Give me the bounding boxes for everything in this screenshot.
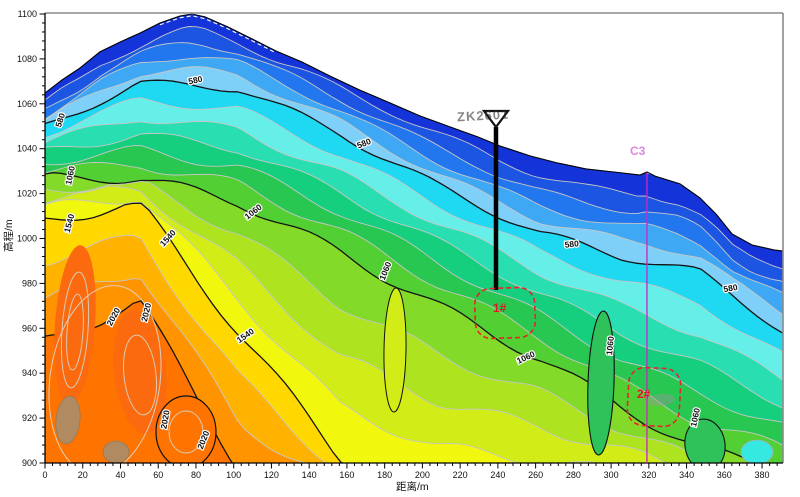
x-tick-label: 280 (566, 470, 581, 480)
minor-contour-line (45, 26, 783, 270)
contour-label: 580 (723, 282, 739, 294)
contour-band-layers (45, 14, 783, 463)
minor-contour-line (45, 66, 783, 316)
closed-contour-blob (66, 293, 84, 371)
y-tick-label: 900 (22, 458, 37, 468)
y-tick-label: 1060 (17, 99, 37, 109)
minor-contour-line (45, 97, 783, 353)
band-fill (45, 203, 783, 463)
x-tick-label: 180 (377, 470, 392, 480)
x-tick-label: 360 (717, 470, 732, 480)
crest-dashed-line (159, 15, 277, 54)
survey-markers (473, 109, 682, 463)
y-tick-label: 1000 (17, 234, 37, 244)
minor-contour-line (45, 145, 783, 423)
terrain-surface-line (44, 13, 784, 252)
minor-contour-line (45, 161, 783, 446)
closed-contour-blob (54, 245, 96, 405)
y-tick-label: 920 (22, 413, 37, 423)
x-tick-label: 60 (153, 470, 163, 480)
x-tick-label: 160 (339, 470, 354, 480)
y-tick-label: 1040 (17, 144, 37, 154)
band-fill (45, 42, 783, 293)
contour-label: 580 (564, 238, 579, 249)
closed-contour-blob (587, 310, 615, 456)
closed-contour-blob (684, 418, 726, 463)
x-tick-label: 0 (42, 470, 47, 480)
x-tick-label: 320 (641, 470, 656, 480)
minor-contour-line (45, 121, 783, 381)
contour-label: 580 (187, 74, 203, 87)
band-fill (45, 186, 783, 463)
y-tick-label: 1100 (18, 9, 37, 19)
y-tick-label: 940 (22, 368, 37, 378)
contour-label: 1060 (604, 335, 616, 355)
contour-label: 2020 (158, 409, 171, 430)
y-axis-title: 高程/m (3, 219, 15, 252)
major-contour-line (45, 300, 783, 463)
x-tick-label: 380 (755, 470, 770, 480)
minor-contour-line (45, 234, 783, 463)
closed-contour-blob (48, 285, 162, 463)
closed-contour-blob (60, 271, 90, 389)
closed-contour-blob (383, 287, 407, 413)
x-tick-label: 120 (264, 470, 279, 480)
anomaly-2-label: 2# (637, 387, 651, 401)
minor-contour-line (45, 42, 783, 282)
x-tick-label: 300 (604, 470, 619, 480)
x-tick-label: 240 (490, 470, 505, 480)
anomaly-1-label: 1# (493, 301, 507, 315)
y-tick-label: 1080 (17, 54, 37, 64)
closed-contour-blob (155, 395, 217, 463)
y-tick-label: 1020 (17, 189, 37, 199)
x-axis-title: 距离/m (396, 481, 429, 493)
closed-contour-blob (740, 439, 774, 463)
y-tick-label: 980 (22, 278, 37, 288)
band-fill (45, 278, 783, 463)
x-tick-label: 80 (191, 470, 201, 480)
x-tick-label: 100 (226, 470, 241, 480)
closed-contour-blob (123, 334, 157, 416)
major-contour-line (45, 172, 783, 463)
x-tick-label: 200 (415, 470, 430, 480)
band-fill (45, 145, 783, 446)
closed-contour-blob (647, 393, 675, 407)
closed-contour-blob (102, 440, 130, 463)
minor-contour-line (45, 132, 783, 409)
band-fill (45, 66, 783, 334)
anomaly-dashed-outline (626, 366, 682, 428)
borehole-label: ZK2601 (456, 106, 510, 125)
y-tick-label: 960 (22, 323, 37, 333)
major-contour-line (45, 202, 783, 463)
major-contour-line (45, 79, 783, 334)
band-fill (45, 235, 783, 463)
closed-contour-blob (55, 395, 81, 445)
x-tick-label: 340 (679, 470, 694, 480)
closed-contour-blob (168, 410, 204, 454)
x-tick-label: 40 (115, 470, 125, 480)
x-tick-label: 260 (528, 470, 543, 480)
minor-contour-line (45, 199, 783, 463)
minor-contour-line (45, 278, 783, 463)
x-tick-label: 140 (302, 470, 317, 480)
minor-contour-line (45, 57, 783, 294)
x-tick-label: 220 (453, 470, 468, 480)
x-tick-label: 20 (78, 470, 88, 480)
borehole-triangle-icon (481, 109, 511, 129)
axis-ticks: 0 20 40 60 80 100 120 140 160 180 200 220 240 260 280 3… (17, 9, 778, 480)
section-line-label: C3 (630, 144, 646, 158)
minor-contour-line (45, 180, 783, 463)
band-fill (45, 57, 783, 315)
closed-contour-blob (113, 310, 167, 434)
